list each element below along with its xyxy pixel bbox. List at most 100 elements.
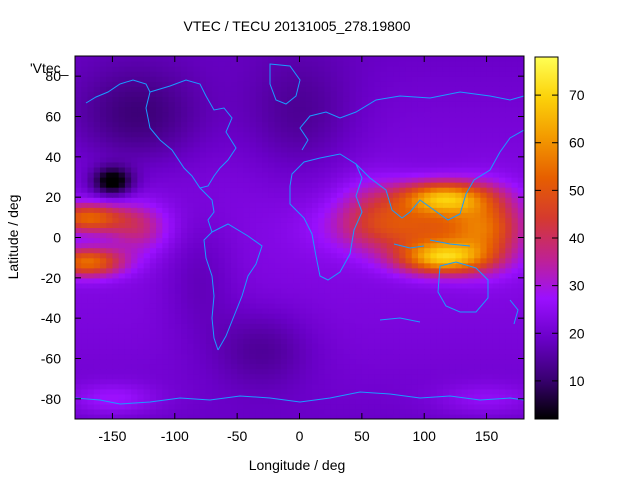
heat-cell <box>224 348 232 355</box>
heat-cell <box>474 408 481 415</box>
heat-cell <box>287 212 294 218</box>
heat-cell <box>149 222 157 229</box>
heat-cell <box>424 96 432 102</box>
heat-cell <box>386 71 394 77</box>
heat-cell <box>87 156 95 163</box>
heat-cell <box>393 272 400 279</box>
heat-cell <box>230 232 238 239</box>
heat-cell <box>318 76 326 82</box>
heat-cell <box>311 277 319 284</box>
heat-cell <box>449 197 457 203</box>
heat-cell <box>474 413 481 419</box>
heat-cell <box>467 111 475 118</box>
heat-cell <box>187 298 195 304</box>
heat-cell <box>467 358 475 365</box>
heat-cell <box>205 96 213 102</box>
heat-cell <box>124 308 132 314</box>
heat-cell <box>486 348 494 355</box>
heat-cell <box>255 373 263 380</box>
heat-cell <box>511 257 519 264</box>
heat-cell <box>293 146 301 153</box>
heat-cell <box>374 378 382 385</box>
heat-cell <box>442 141 450 148</box>
heat-cell <box>355 242 363 249</box>
heat-cell <box>305 398 313 405</box>
heat-cell <box>93 192 101 198</box>
heat-cell <box>417 373 425 380</box>
heat-cell <box>330 262 338 269</box>
heat-cell <box>499 232 506 239</box>
heat-cell <box>324 76 332 82</box>
heat-cell <box>424 368 432 375</box>
heat-cell <box>93 131 101 138</box>
heat-cell <box>430 398 438 405</box>
heat-cell <box>299 141 307 148</box>
heat-cell <box>499 81 506 87</box>
heat-cell <box>249 358 257 365</box>
heat-cell <box>455 287 463 294</box>
heat-cell <box>474 287 481 294</box>
heat-cell <box>156 287 163 294</box>
heat-cell <box>274 177 282 183</box>
heat-cell <box>230 166 238 173</box>
heat-cell <box>368 308 375 314</box>
heat-cell <box>274 131 282 138</box>
heat-cell <box>255 91 263 97</box>
heat-cell <box>467 353 475 360</box>
heat-cell <box>299 343 307 350</box>
heat-cell <box>449 348 457 355</box>
heat-cell <box>505 177 513 183</box>
heat-cell <box>311 252 319 259</box>
heat-cell <box>230 217 238 223</box>
heat-cell <box>187 182 195 188</box>
heat-cell <box>274 292 282 299</box>
heat-cell <box>237 262 244 269</box>
heat-cell <box>330 318 338 324</box>
heat-cell <box>505 398 513 405</box>
heat-cell <box>124 86 132 92</box>
heat-cell <box>118 398 126 405</box>
heat-cell <box>262 267 269 274</box>
heat-cell <box>480 71 488 77</box>
heat-cell <box>330 292 338 299</box>
heat-cell <box>405 257 413 264</box>
heat-cell <box>75 272 82 279</box>
heat-cell <box>249 227 257 234</box>
heat-cell <box>318 232 326 239</box>
heat-cell <box>162 96 170 102</box>
heat-cell <box>255 292 263 299</box>
heat-cell <box>318 272 326 279</box>
heat-cell <box>305 212 313 218</box>
heat-cell <box>386 237 394 244</box>
heat-cell <box>106 177 114 183</box>
heat-cell <box>474 166 481 173</box>
heat-cell <box>411 247 419 254</box>
heat-cell <box>156 308 163 314</box>
heat-cell <box>511 408 519 415</box>
heat-cell <box>318 292 326 299</box>
heat-cell <box>218 282 226 289</box>
heat-cell <box>287 242 294 249</box>
heat-cell <box>343 292 350 299</box>
heat-cell <box>137 408 145 415</box>
heat-cell <box>324 247 332 254</box>
heat-cell <box>112 403 120 410</box>
heat-cell <box>255 151 263 158</box>
heat-cell <box>380 141 388 148</box>
heat-cell <box>436 111 444 118</box>
heat-cell <box>143 91 151 97</box>
heat-cell <box>131 81 138 87</box>
heat-cell <box>474 81 481 87</box>
heat-cell <box>268 298 276 304</box>
heat-cell <box>492 287 500 294</box>
heat-cell <box>318 212 326 218</box>
heat-cell <box>324 207 332 213</box>
heat-cell <box>361 86 369 92</box>
heat-cell <box>174 282 182 289</box>
heat-cell <box>505 267 513 274</box>
heat-cell <box>393 413 400 419</box>
heat-cell <box>218 232 226 239</box>
heat-cell <box>187 121 195 128</box>
heat-cell <box>399 313 407 319</box>
heat-cell <box>486 207 494 213</box>
